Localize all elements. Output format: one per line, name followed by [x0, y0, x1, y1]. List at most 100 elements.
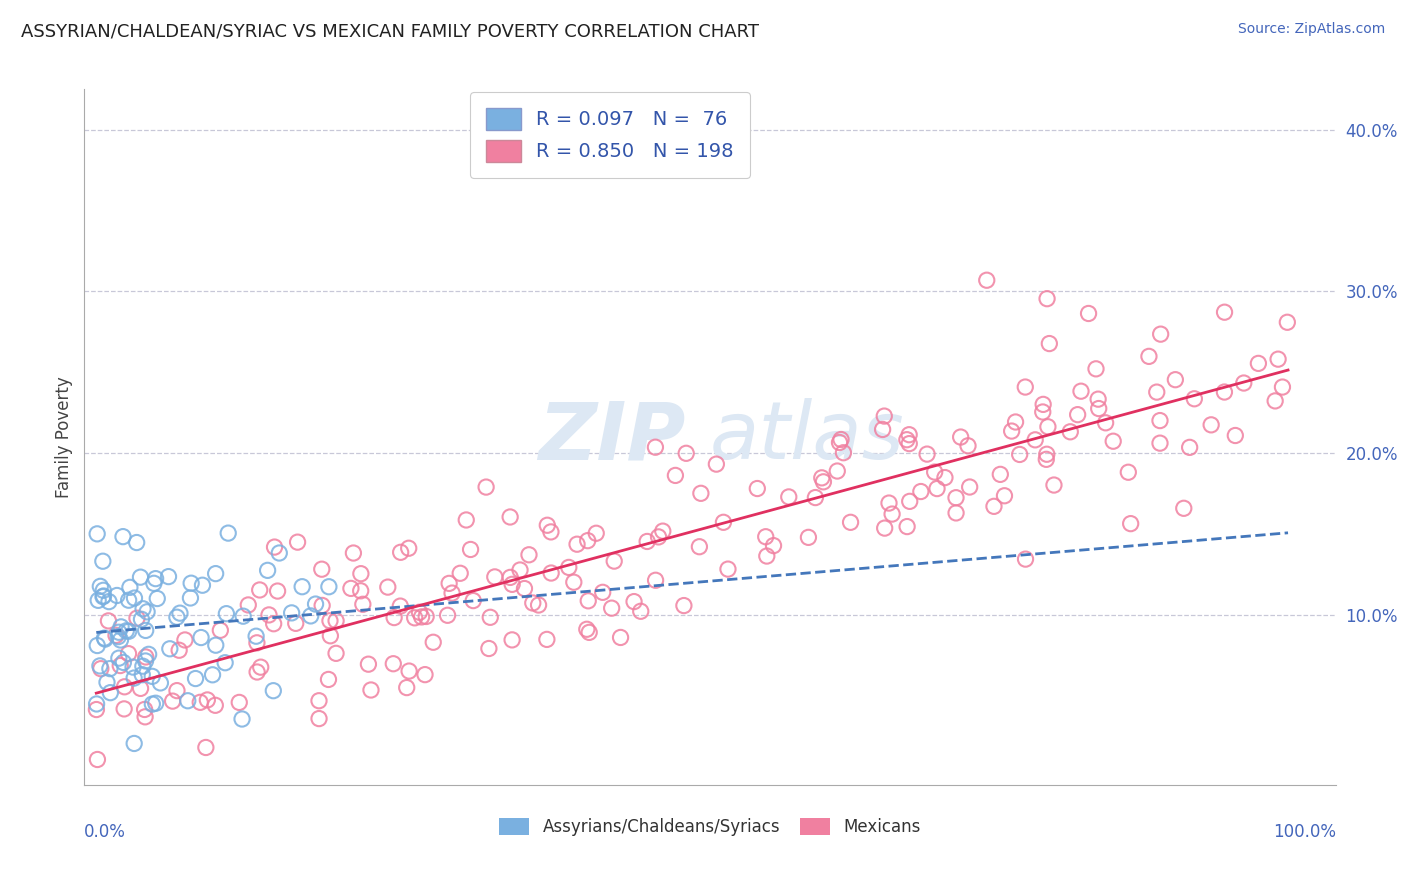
- Point: [350, 583, 373, 598]
- Point: [129, 570, 152, 584]
- Point: [413, 667, 436, 681]
- Point: [149, 676, 172, 690]
- Point: [204, 566, 226, 581]
- Point: [499, 510, 522, 524]
- Point: [755, 549, 778, 563]
- Point: [217, 526, 239, 541]
- Point: [415, 609, 437, 624]
- Point: [398, 541, 420, 556]
- Point: [129, 681, 152, 696]
- Point: [1038, 336, 1060, 351]
- Point: [89, 579, 111, 593]
- Point: [111, 530, 134, 544]
- Point: [249, 660, 271, 674]
- Point: [1043, 478, 1066, 492]
- Point: [522, 596, 544, 610]
- Point: [180, 576, 202, 591]
- Point: [630, 604, 652, 618]
- Point: [592, 585, 614, 599]
- Point: [142, 576, 165, 591]
- Point: [91, 583, 114, 598]
- Point: [762, 539, 785, 553]
- Point: [146, 591, 169, 606]
- Point: [872, 422, 894, 436]
- Point: [194, 740, 217, 755]
- Point: [1264, 393, 1286, 408]
- Point: [308, 712, 330, 726]
- Point: [562, 575, 585, 590]
- Point: [257, 607, 280, 622]
- Point: [340, 582, 363, 596]
- Point: [134, 710, 156, 724]
- Point: [93, 589, 115, 603]
- Point: [325, 646, 347, 660]
- Legend: Assyrians/Chaldeans/Syriacs, Mexicans: Assyrians/Chaldeans/Syriacs, Mexicans: [492, 811, 928, 843]
- Point: [169, 606, 191, 620]
- Point: [898, 436, 921, 450]
- Point: [536, 518, 558, 533]
- Point: [778, 490, 800, 504]
- Point: [125, 535, 148, 549]
- Point: [125, 611, 148, 625]
- Point: [804, 491, 827, 505]
- Point: [1149, 414, 1171, 428]
- Point: [238, 598, 260, 612]
- Point: [377, 580, 399, 594]
- Point: [672, 599, 695, 613]
- Point: [1102, 434, 1125, 449]
- Point: [910, 484, 932, 499]
- Point: [527, 598, 550, 612]
- Point: [898, 427, 921, 442]
- Point: [246, 636, 269, 650]
- Point: [575, 622, 598, 636]
- Point: [350, 566, 373, 581]
- Point: [382, 610, 405, 624]
- Point: [1087, 392, 1109, 406]
- Point: [280, 606, 302, 620]
- Point: [1150, 327, 1173, 342]
- Point: [112, 702, 135, 716]
- Point: [215, 607, 238, 621]
- Point: [166, 610, 188, 624]
- Point: [1059, 425, 1081, 439]
- Point: [114, 680, 136, 694]
- Point: [810, 471, 832, 485]
- Point: [188, 695, 211, 709]
- Point: [291, 580, 314, 594]
- Point: [441, 586, 464, 600]
- Point: [122, 660, 145, 674]
- Point: [1001, 424, 1024, 438]
- Point: [245, 629, 267, 643]
- Point: [956, 439, 979, 453]
- Point: [90, 662, 112, 676]
- Point: [1036, 419, 1059, 434]
- Point: [118, 580, 141, 594]
- Point: [166, 683, 188, 698]
- Point: [87, 593, 110, 607]
- Point: [352, 597, 374, 611]
- Point: [558, 560, 581, 574]
- Point: [246, 665, 269, 679]
- Point: [1085, 361, 1108, 376]
- Point: [976, 273, 998, 287]
- Point: [97, 594, 120, 608]
- Point: [717, 562, 740, 576]
- Point: [713, 516, 735, 530]
- Point: [484, 570, 506, 584]
- Point: [463, 593, 485, 607]
- Point: [138, 648, 160, 662]
- Point: [1233, 376, 1256, 390]
- Point: [195, 693, 218, 707]
- Point: [86, 702, 108, 716]
- Point: [1164, 373, 1187, 387]
- Point: [1077, 306, 1099, 320]
- Point: [110, 658, 132, 673]
- Point: [1032, 405, 1054, 419]
- Point: [318, 580, 340, 594]
- Point: [159, 641, 181, 656]
- Point: [813, 475, 835, 489]
- Point: [411, 610, 433, 624]
- Point: [1094, 416, 1116, 430]
- Point: [1173, 501, 1195, 516]
- Point: [1267, 352, 1289, 367]
